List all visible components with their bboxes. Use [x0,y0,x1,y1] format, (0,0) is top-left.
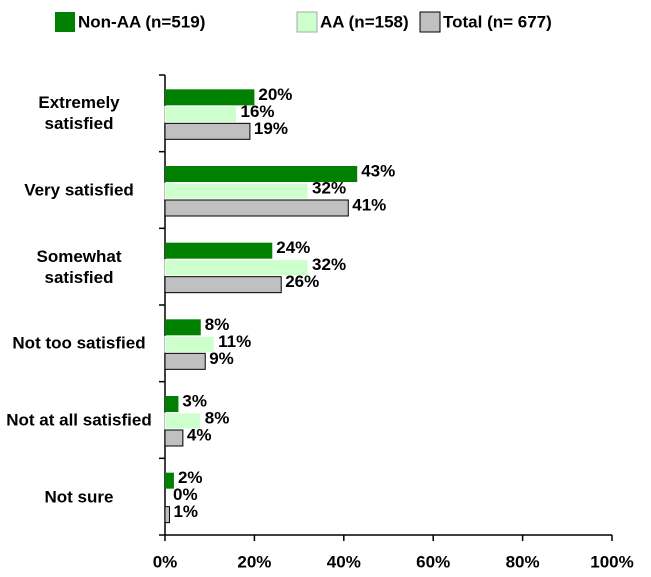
bar [164,199,349,217]
value-label: 26% [285,272,319,291]
value-label: 2% [178,468,203,487]
bar [164,335,215,353]
bar [164,429,184,447]
category-label: Not at all satisfied [6,410,152,430]
x-tick-label: 40% [327,552,361,571]
value-label: 20% [258,85,292,104]
value-label: 32% [312,255,346,274]
x-tick-label: 80% [506,552,540,571]
value-label: 11% [218,332,251,351]
bar [165,242,273,259]
legend-label: AA (n=158) [320,12,409,31]
bar [164,122,251,140]
legend-label: Total (n= 677) [443,12,552,31]
category-label: Extremely satisfied [38,93,120,134]
bar [165,166,358,182]
bar [164,182,309,200]
bar [164,412,202,430]
value-label: 3% [182,391,207,410]
value-label: 16% [241,102,275,121]
value-label: 8% [205,315,230,334]
bar [165,319,201,336]
x-tick-label: 20% [237,552,271,571]
value-label: 0% [173,485,198,504]
bar [164,506,170,524]
bar [164,352,206,370]
category-label: Very satisfied [24,180,134,200]
bar [164,259,309,277]
value-label: 8% [205,408,230,427]
legend-swatch [55,12,75,32]
value-label: 4% [187,425,212,444]
bar [164,276,282,294]
x-tick-label: 0% [153,552,178,571]
legend-label: Non-AA (n=519) [78,12,205,31]
x-tick-label: 100% [590,552,633,571]
legend-swatch [296,11,318,33]
bar [164,105,238,123]
bar [165,472,174,489]
value-label: 24% [276,238,310,257]
bar [165,396,179,412]
category-label: Not too satisfied [12,333,146,353]
category-label: Not sure [44,487,114,507]
category-label: Somewhat satisfied [36,246,122,287]
legend-swatch [419,11,441,33]
value-label: 43% [361,161,395,180]
value-label: 19% [254,119,288,138]
bar [165,89,255,106]
value-label: 9% [209,349,234,368]
value-label: 32% [312,178,346,197]
x-tick-label: 60% [416,552,450,571]
value-label: 41% [352,195,386,214]
value-label: 1% [173,502,198,521]
